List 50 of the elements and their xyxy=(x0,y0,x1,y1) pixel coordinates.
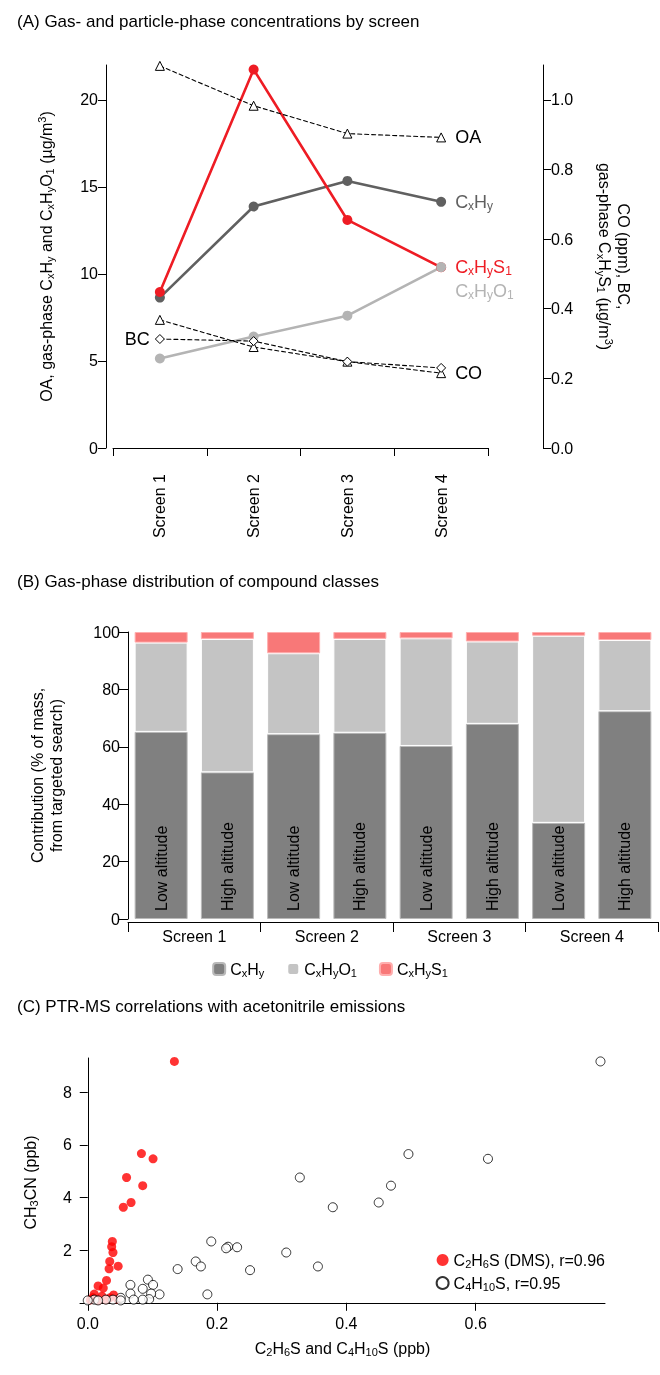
y-tick-label: 15 xyxy=(80,178,99,196)
y-tick-label: 4 xyxy=(63,1189,73,1206)
series-label: OA xyxy=(455,127,482,148)
y-axis-title: Contribution (% of mass, from targeted search) xyxy=(28,687,65,864)
y-tick-label: 0 xyxy=(111,910,121,928)
series-label: BC xyxy=(124,329,150,350)
x-tick-label: 0.6 xyxy=(464,1314,487,1332)
chart-title: (C) PTR-MS correlations with acetonitrile emissions xyxy=(17,997,406,1016)
y-tick-label: 5 xyxy=(89,352,99,370)
x-tick-label: High altitude xyxy=(351,821,369,911)
text: Screen 1 xyxy=(162,927,227,945)
x-tick-label: Low altitude xyxy=(550,825,568,911)
y-tick-label: 8 xyxy=(63,1083,73,1101)
y2-tick-label: 0.0 xyxy=(551,439,574,457)
x-tick-label: Low altitude xyxy=(285,825,303,911)
y-tick-label: 6 xyxy=(63,1136,73,1154)
y2-tick-label: 0.8 xyxy=(551,160,574,178)
series-label: CO xyxy=(455,363,483,384)
y2-tick-label: 1.0 xyxy=(551,91,574,109)
text: Screen 2 xyxy=(294,927,359,945)
y-tick-label: 40 xyxy=(102,795,121,813)
chart-title: (B) Gas-phase distribution of compound classes xyxy=(17,572,379,591)
y2-tick-label: 0.6 xyxy=(551,230,574,248)
x-tick-label: 0.2 xyxy=(205,1314,229,1332)
x-tick-label: Low altitude xyxy=(152,825,170,911)
x-tick-label: Screen 2 xyxy=(245,473,263,539)
y-tick-label: 10 xyxy=(80,265,99,283)
y-tick-label: 20 xyxy=(102,853,121,871)
y-tick-label: 0 xyxy=(89,439,99,457)
y-tick-label: 2 xyxy=(63,1241,73,1259)
x-tick-label: Screen 1 xyxy=(151,473,169,539)
x-tick-label: 0.4 xyxy=(335,1314,358,1332)
x-tick-label: High altitude xyxy=(483,821,501,911)
x-tick-label: High altitude xyxy=(218,821,236,911)
x-tick-label: Screen 3 xyxy=(338,473,356,539)
y2-tick-label: 0.2 xyxy=(551,369,574,387)
y-axis-title: CH3CN (ppb) xyxy=(21,1135,40,1230)
y-tick-label: 60 xyxy=(102,738,121,756)
y-tick-label: 80 xyxy=(102,680,121,698)
x-tick-label: 0.0 xyxy=(76,1314,99,1332)
text: Screen 4 xyxy=(559,927,624,945)
text: OA, gas-phase CxHy and CxHyO1 (µg/m3) xyxy=(36,111,56,402)
x-tick-label: Screen 4 xyxy=(432,473,450,539)
y2-tick-label: 0.4 xyxy=(551,300,574,318)
text: Screen 3 xyxy=(427,927,492,945)
y-tick-label: 20 xyxy=(80,91,99,109)
y-tick-label: 100 xyxy=(93,623,121,641)
chart-title: (A) Gas- and particle-phase concentrations by screen xyxy=(17,12,420,31)
x-tick-label: Low altitude xyxy=(417,825,435,911)
x-tick-label: High altitude xyxy=(616,821,634,911)
